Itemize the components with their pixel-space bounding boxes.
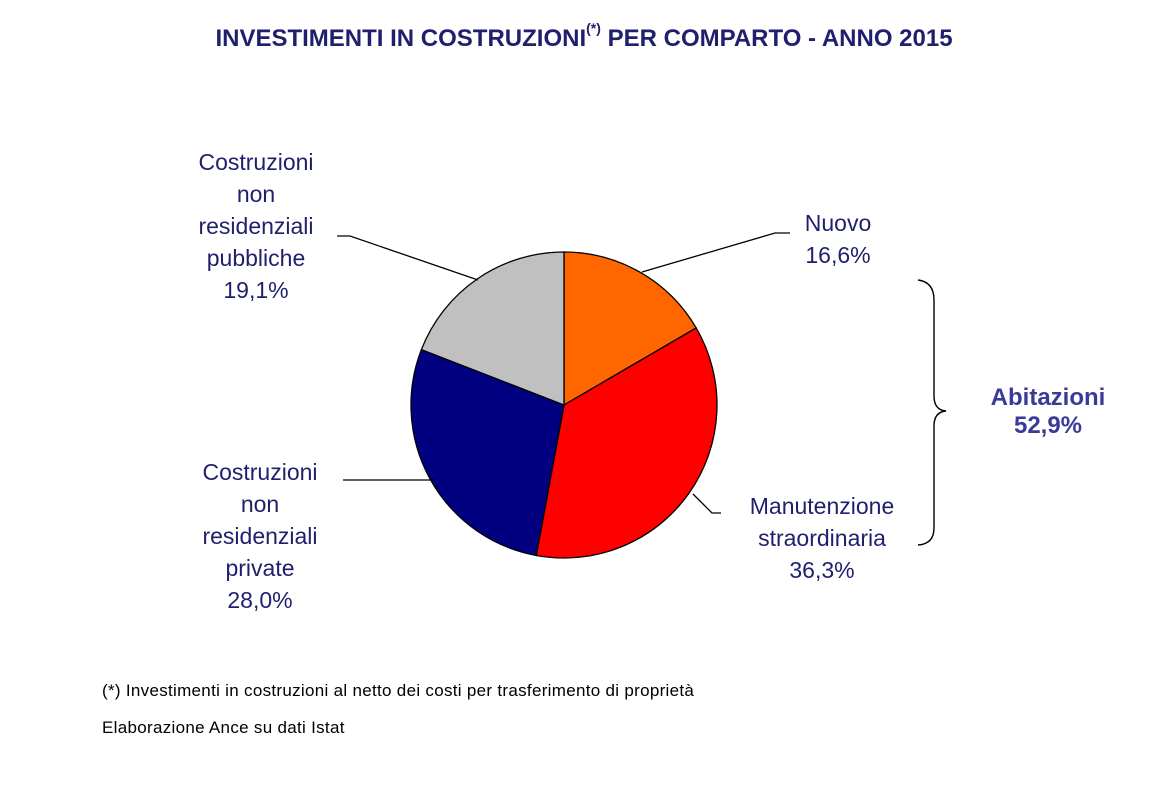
slice-label-pubbliche: Costruzioni non residenziali pubbliche 1… — [166, 146, 346, 306]
slice-label-line: pubbliche — [206, 245, 306, 271]
slice-label-line: non — [240, 491, 280, 517]
group-label-abitazioni: Abitazioni 52,9% — [968, 384, 1128, 440]
group-label-value: 52,9% — [1013, 412, 1083, 439]
footnote: (*) Investimenti in costruzioni al netto… — [102, 681, 695, 700]
slice-value: 19,1% — [223, 277, 289, 303]
leader-lines — [337, 232, 790, 514]
title-main: INVESTIMENTI IN COSTRUZIONI — [215, 25, 587, 52]
chart-title: INVESTIMENTI IN COSTRUZIONI(*) PER COMPA… — [0, 20, 1168, 53]
group-brace — [917, 279, 947, 546]
source-note: Elaborazione Ance su dati Istat — [102, 718, 345, 737]
slice-label-line: Nuovo — [804, 210, 872, 236]
slice-label-line: residenziali — [198, 213, 314, 239]
slice-value: 16,6% — [805, 242, 871, 268]
leader-line-manutenzione — [692, 493, 721, 514]
pie-slices — [410, 251, 718, 559]
title-rest: PER COMPARTO - ANNO 2015 — [600, 25, 953, 52]
slice-label-line: private — [225, 555, 295, 581]
leader-line-nuovo — [641, 232, 790, 273]
slice-label-nuovo: Nuovo 16,6% — [778, 207, 898, 271]
slice-value: 36,3% — [789, 557, 855, 583]
slice-label-line: non — [236, 181, 276, 207]
slice-label-private: Costruzioni non residenziali private 28,… — [170, 456, 350, 616]
slice-non-residenziali-pubbliche — [420, 251, 565, 406]
slice-label-line: Manutenzione — [749, 493, 895, 519]
slice-nuovo — [563, 251, 698, 407]
slice-value: 28,0% — [227, 587, 293, 613]
slice-label-line: straordinaria — [758, 525, 886, 551]
title-superscript: (*) — [586, 20, 601, 36]
group-label-name: Abitazioni — [990, 384, 1106, 411]
slice-manutenzione-straordinaria — [535, 327, 718, 559]
slice-label-line: residenziali — [202, 523, 318, 549]
slice-label-line: Costruzioni — [202, 459, 318, 485]
slice-label-manutenzione: Manutenzione straordinaria 36,3% — [722, 490, 922, 586]
slice-label-line: Costruzioni — [198, 149, 314, 175]
leader-line-pubbliche — [337, 235, 479, 281]
